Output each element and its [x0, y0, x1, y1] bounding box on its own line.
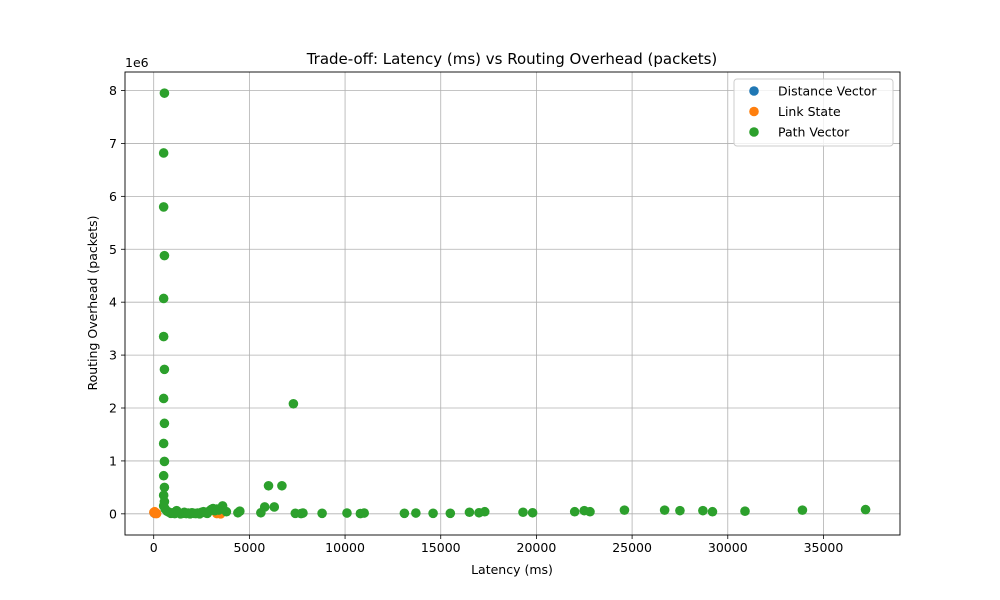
data-point — [269, 502, 280, 512]
data-point — [158, 202, 169, 212]
data-point — [298, 508, 308, 518]
data-point — [698, 505, 708, 516]
data-point — [675, 505, 685, 516]
y-tick-label: 0 — [109, 506, 117, 521]
y-axis-label: Routing Overhead (packets) — [85, 215, 100, 390]
y-tick-label: 4 — [109, 295, 117, 310]
plot-area-frame — [124, 71, 901, 536]
data-point — [445, 508, 456, 519]
x-tick-label: 25000 — [612, 540, 652, 555]
data-point — [151, 508, 162, 519]
y-axis-ticks: 0 1 2 3 4 5 6 7 8 — [109, 83, 125, 521]
x-tick-label: 15000 — [421, 540, 461, 555]
grid-lines — [125, 72, 900, 535]
data-point — [159, 456, 170, 467]
y-tick-label: 1 — [109, 453, 117, 468]
data-point — [479, 506, 490, 517]
data-point — [277, 480, 287, 491]
legend-label: Distance Vector — [778, 84, 877, 99]
legend-label: Link State — [778, 104, 841, 119]
data-point — [159, 418, 170, 429]
x-axis-label: Latency (ms) — [471, 562, 553, 577]
data-point — [159, 250, 170, 261]
legend-box — [733, 78, 894, 147]
data-point — [619, 505, 630, 515]
chart-title: Trade-off: Latency (ms) vs Routing Overh… — [306, 50, 718, 68]
data-point — [569, 506, 580, 517]
legend-marker — [749, 86, 759, 96]
data-points — [149, 88, 871, 519]
data-point — [158, 470, 169, 481]
x-tick-label: 20000 — [517, 540, 557, 555]
data-point — [159, 88, 170, 98]
legend-label: Path Vector — [778, 125, 850, 140]
data-point — [221, 506, 232, 517]
legend-marker — [749, 127, 759, 137]
data-point — [527, 507, 538, 518]
data-point — [359, 508, 369, 518]
series-path-vector — [158, 88, 871, 519]
data-point — [342, 508, 352, 518]
y-axis-scale-label: 1e6 — [125, 55, 149, 70]
data-point — [464, 507, 475, 518]
data-point — [518, 507, 528, 518]
x-tick-label: 5000 — [233, 540, 265, 555]
y-tick-label: 3 — [109, 348, 117, 363]
legend-marker — [749, 106, 759, 117]
x-tick-label: 30000 — [708, 540, 748, 555]
data-point — [707, 506, 718, 517]
data-point — [317, 508, 327, 519]
x-tick-label: 35000 — [804, 540, 844, 555]
data-point — [235, 506, 245, 516]
data-point — [585, 506, 595, 517]
y-tick-label: 8 — [109, 83, 117, 98]
data-point — [659, 505, 670, 515]
data-point — [158, 148, 169, 158]
data-point — [428, 508, 438, 519]
data-point — [740, 506, 750, 516]
data-point — [158, 393, 169, 404]
data-point — [411, 508, 421, 518]
legend: Distance Vector Link State Path Vector — [733, 78, 894, 147]
y-tick-label: 5 — [109, 242, 117, 257]
data-point — [399, 508, 410, 519]
y-tick-label: 2 — [109, 401, 117, 416]
data-point — [263, 480, 274, 491]
x-tick-label: 10000 — [325, 540, 365, 555]
data-point — [158, 438, 169, 449]
data-point — [159, 364, 170, 375]
x-axis-ticks: 0 5000 10000 15000 20000 25000 30000 35000 — [150, 535, 844, 555]
y-tick-label: 7 — [109, 136, 117, 151]
data-point — [797, 505, 808, 515]
x-tick-label: 0 — [150, 540, 158, 555]
data-point — [159, 482, 170, 493]
data-point — [288, 398, 299, 409]
data-point — [860, 504, 871, 515]
data-point — [259, 502, 270, 512]
data-point — [158, 293, 169, 304]
data-point — [158, 331, 169, 342]
y-tick-label: 6 — [109, 189, 117, 204]
